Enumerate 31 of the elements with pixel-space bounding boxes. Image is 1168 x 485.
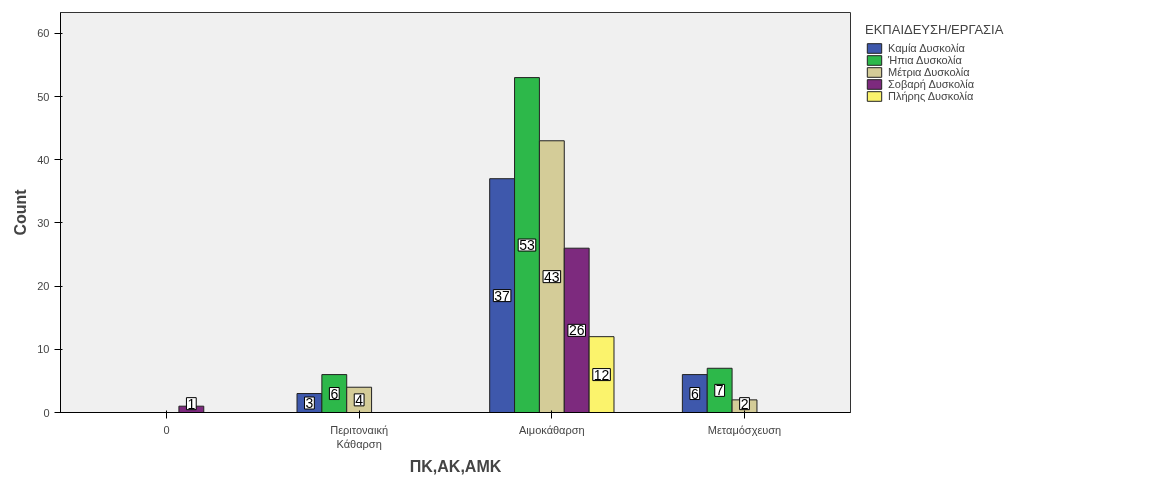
y-tick-label: 60 <box>37 27 50 40</box>
data-label: 26 <box>568 322 585 339</box>
data-label: 53 <box>519 237 535 254</box>
y-tick-label: 30 <box>37 216 50 229</box>
x-tick-label: Περιτοναική Κάθαρση <box>330 423 389 450</box>
x-axis-title: ΠΚ,ΑΚ,ΑΜΚ <box>409 457 502 475</box>
data-label: 43 <box>544 268 560 285</box>
data-label: 2 <box>740 395 749 412</box>
y-axis-title: Count <box>12 188 30 236</box>
legend-title: ΕΚΠΑΙΔΕΥΣΗ/ΕΡΓΑΣΙΑ <box>865 22 1004 37</box>
y-tick-label: 40 <box>37 153 50 166</box>
y-tick-label: 0 <box>43 406 50 419</box>
y-tick-label: 10 <box>37 343 50 356</box>
data-label: 6 <box>330 385 339 402</box>
legend-label: Μέτρια Δυσκολία <box>888 66 970 78</box>
data-label: 37 <box>494 287 511 304</box>
legend-label: Ήπια Δυσκολία <box>888 54 962 66</box>
x-tick-label: Αιμοκάθαρση <box>519 423 585 436</box>
y-tick-label: 50 <box>37 90 50 103</box>
data-label: 1 <box>187 395 196 412</box>
data-label: 4 <box>355 391 364 408</box>
legend-label: Πλήρης Δυσκολία <box>888 90 974 102</box>
data-label: 12 <box>593 366 610 383</box>
legend-label: Σοβαρή Δυσκολία <box>888 78 975 90</box>
x-tick-label: 0 <box>163 423 170 436</box>
y-tick-label: 20 <box>37 280 50 293</box>
data-label: 7 <box>715 382 724 399</box>
legend-label: Καμία Δυσκολία <box>888 42 965 54</box>
data-label: 3 <box>305 395 314 412</box>
x-tick-label: Μεταμόσχευση <box>707 423 782 436</box>
data-label: 6 <box>690 385 699 402</box>
